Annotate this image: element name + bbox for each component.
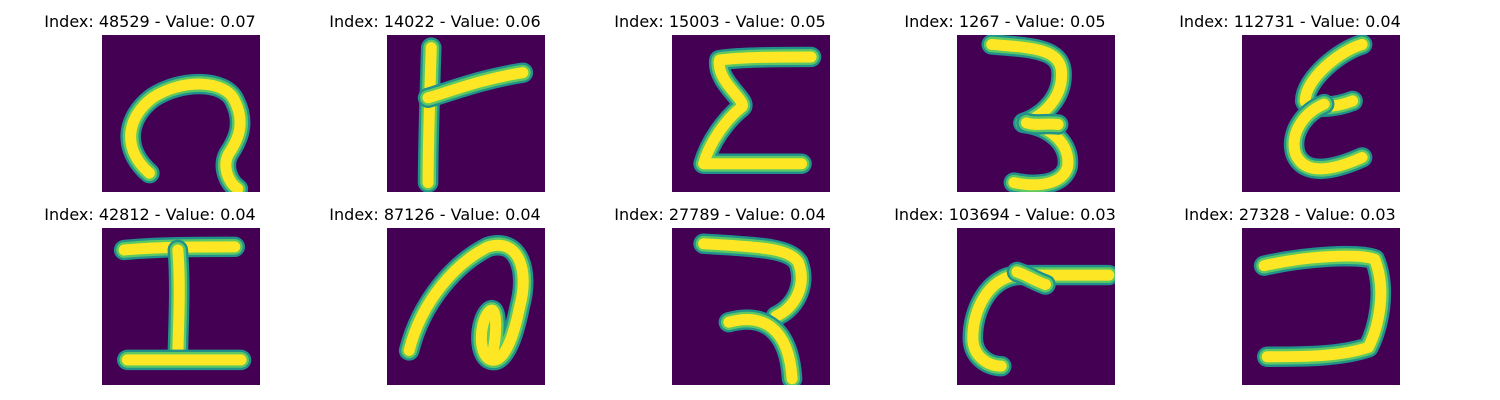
panel: Index: 27328 - Value: 0.03 — [1140, 193, 1440, 386]
panel: Index: 27789 - Value: 0.04 — [570, 193, 870, 386]
glyph-stroke — [1258, 250, 1387, 363]
glyph-stroke — [1020, 117, 1064, 130]
panel-title: Index: 15003 - Value: 0.05 — [614, 12, 826, 31]
curved-c-with-bar-icon — [957, 228, 1115, 385]
glyph-stroke — [698, 51, 817, 170]
panel: Index: 15003 - Value: 0.05 — [570, 0, 870, 193]
vertical-with-branch-icon — [387, 35, 545, 192]
arch-with-loop-icon — [387, 228, 545, 385]
panel: Index: 1267 - Value: 0.05 — [855, 0, 1155, 193]
panel: Index: 87126 - Value: 0.04 — [285, 193, 585, 386]
glyph-stroke — [1288, 98, 1368, 175]
hooked-seven-icon — [672, 228, 830, 385]
panel-title: Index: 14022 - Value: 0.06 — [329, 12, 541, 31]
panel-title: Index: 42812 - Value: 0.04 — [44, 205, 256, 224]
panel: Index: 14022 - Value: 0.06 — [285, 0, 585, 193]
glyph-stroke — [723, 314, 798, 385]
panel-title: Index: 48529 - Value: 0.07 — [44, 12, 256, 31]
glyph-stroke — [172, 244, 185, 366]
glyph-stroke — [125, 78, 246, 192]
panel: Index: 112731 - Value: 0.04 — [1140, 0, 1440, 193]
glyph-stroke — [422, 67, 529, 104]
reversed-c-bracket-icon — [1242, 228, 1400, 385]
epsilon-like-icon — [1242, 35, 1400, 192]
glyph-stroke — [967, 269, 1115, 372]
three-like-icon — [957, 35, 1115, 192]
glyph-stroke — [698, 238, 807, 322]
hook-loop-icon — [102, 35, 260, 192]
panel-title: Index: 112731 - Value: 0.04 — [1179, 12, 1401, 31]
glyph-stroke — [422, 42, 437, 189]
panel: Index: 48529 - Value: 0.07 — [0, 0, 300, 193]
panel: Index: 42812 - Value: 0.04 — [0, 193, 300, 386]
glyph-stroke — [403, 239, 529, 366]
panel: Index: 103694 - Value: 0.03 — [855, 193, 1155, 386]
panel-title: Index: 103694 - Value: 0.03 — [894, 205, 1116, 224]
panel-title: Index: 87126 - Value: 0.04 — [329, 205, 541, 224]
capital-i-icon — [102, 228, 260, 385]
panel-title: Index: 27789 - Value: 0.04 — [614, 205, 826, 224]
panel-title: Index: 1267 - Value: 0.05 — [904, 12, 1106, 31]
panel-title: Index: 27328 - Value: 0.03 — [1184, 205, 1396, 224]
glyph-stroke — [1011, 266, 1052, 291]
sigma-like-icon — [672, 35, 830, 192]
image-background — [387, 35, 545, 192]
